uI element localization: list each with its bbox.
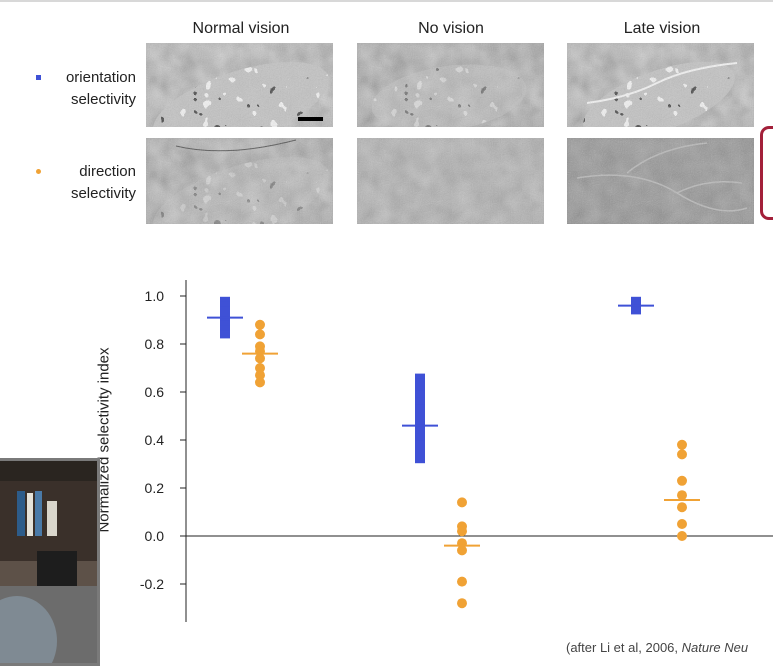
legend-direction: direction selectivity [18,162,136,206]
direction-point [457,497,467,508]
orientation-point [415,383,425,392]
orientation-point [415,433,425,442]
direction-point [677,502,687,513]
direction-point [255,363,265,373]
column-title-normal-vision: Normal vision [192,20,290,37]
image-late-orientation [567,43,754,127]
citation: (after Li et al, 2006, Nature Neu [566,640,748,655]
legend-direction-line2: selectivity [70,185,136,202]
presenter-video[interactable] [0,458,100,666]
y-tick-label: 0.2 [145,480,165,496]
direction-point [677,475,687,486]
citation-journal: Nature Neu [681,640,749,655]
y-tick-label: 0.4 [145,432,165,448]
top-divider [0,0,773,2]
direction-point [677,439,687,450]
scale-bar [298,117,323,121]
direction-point [457,576,467,587]
orientation-point [415,412,425,420]
image-late-direction [567,138,754,224]
legend-orientation-line2: selectivity [70,91,136,108]
column-title-no-vision: No vision [418,20,484,37]
orientation-point [415,397,425,406]
y-tick-label: 0.8 [145,336,165,352]
image-normal-direction [146,138,333,224]
citation-prefix: (after Li et al, 2006, [566,640,682,655]
direction-point [255,329,265,340]
orientation-point [220,301,230,310]
direction-point [677,449,687,460]
callout-box [760,126,773,220]
orientation-point [631,296,641,305]
orientation-point [220,306,230,315]
direction-point [255,370,265,381]
legend-orientation: orientation selectivity [18,68,136,112]
image-no-vision-direction [357,138,544,224]
image-normal-orientation [146,43,333,127]
orientation-point [415,404,425,413]
orientation-point [415,426,425,435]
orientation-point [415,419,425,428]
direction-point [255,319,265,330]
direction-point [677,531,687,541]
column-title-late-vision: Late vision [623,20,701,37]
orientation-point [220,320,230,329]
square-marker-icon [36,75,41,80]
image-no-vision-orientation [357,43,544,127]
orientation-point [415,448,425,456]
direction-point [677,490,687,501]
orientation-point [415,390,425,399]
direction-point [457,526,467,537]
orientation-point [631,306,641,315]
y-tick-label: 1.0 [145,288,165,304]
orientation-point [220,325,230,334]
orientation-point [220,311,230,320]
orientation-point [220,316,230,324]
orientation-point [220,296,230,305]
legend-direction-line1: direction [79,163,136,180]
y-tick-label: 0.0 [145,528,165,544]
direction-point [255,377,265,388]
y-tick-label: -0.2 [140,576,164,592]
y-tick-label: 0.6 [145,384,165,400]
direction-point [677,519,687,529]
orientation-point [415,455,425,464]
orientation-point [415,378,425,387]
legend-orientation-line1: orientation [65,69,136,86]
circle-marker-icon [36,169,41,174]
direction-point [457,598,467,609]
orientation-point [415,373,425,382]
orientation-point [415,440,425,449]
direction-point [255,353,265,364]
orientation-point [220,330,230,339]
direction-point [457,545,467,556]
